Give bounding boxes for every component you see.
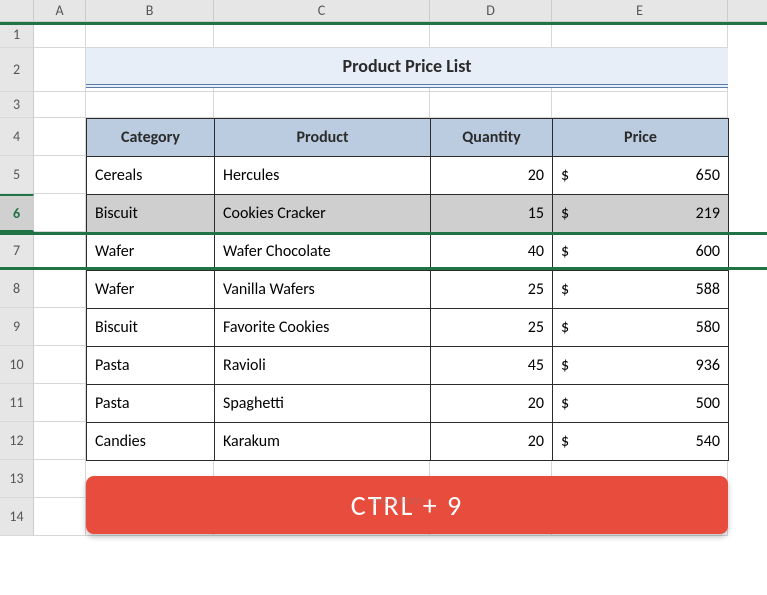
header-price[interactable]: Price [553, 119, 729, 157]
spreadsheet: ABCDE 1234567891011121314 Product Price … [0, 0, 767, 595]
cell[interactable] [34, 48, 86, 92]
row-header-8[interactable]: 8 [0, 270, 34, 308]
row-header-5[interactable]: 5 [0, 156, 34, 194]
cell-price[interactable]: $600 [553, 233, 729, 271]
cell-quantity[interactable]: 20 [431, 157, 553, 195]
cell[interactable] [34, 118, 86, 156]
cell[interactable] [34, 422, 86, 460]
cell-product[interactable]: Hercules [215, 157, 431, 195]
cell-category[interactable]: Pasta [87, 347, 215, 385]
table-row[interactable]: WaferVanilla Wafers25$588 [87, 271, 729, 309]
cell-product[interactable]: Karakum [215, 423, 431, 461]
title-bar: Product Price List [86, 48, 728, 88]
row-header-7[interactable]: 7 [0, 232, 34, 270]
row-header-14[interactable]: 14 [0, 498, 34, 536]
cell[interactable] [86, 22, 214, 48]
cell-price[interactable]: $588 [553, 271, 729, 309]
cell-product[interactable]: Ravioli [215, 347, 431, 385]
cell[interactable] [34, 194, 86, 232]
header-product[interactable]: Product [215, 119, 431, 157]
cell-category[interactable]: Wafer [87, 233, 215, 271]
header-quantity[interactable]: Quantity [431, 119, 553, 157]
cell-category[interactable]: Candies [87, 423, 215, 461]
cell[interactable] [552, 92, 728, 118]
col-header-c[interactable]: C [214, 0, 430, 21]
cell[interactable] [34, 270, 86, 308]
table-row[interactable]: CandiesKarakum20$540 [87, 423, 729, 461]
row-header-11[interactable]: 11 [0, 384, 34, 422]
cell[interactable] [214, 22, 430, 48]
table-row[interactable]: PastaRavioli45$936 [87, 347, 729, 385]
col-header-d[interactable]: D [430, 0, 552, 21]
cell-quantity[interactable]: 15 [431, 195, 553, 233]
header-category[interactable]: Category [87, 119, 215, 157]
cell[interactable] [430, 92, 552, 118]
cell-category[interactable]: Pasta [87, 385, 215, 423]
cell-quantity[interactable]: 25 [431, 271, 553, 309]
cell-quantity[interactable]: 20 [431, 385, 553, 423]
table-body: CerealsHercules20$650BiscuitCookies Crac… [87, 157, 729, 461]
cell-category[interactable]: Biscuit [87, 195, 215, 233]
cell-product[interactable]: Favorite Cookies [215, 309, 431, 347]
row-header-9[interactable]: 9 [0, 308, 34, 346]
shortcut-banner: CTRL + 9 [86, 476, 728, 534]
cell-product[interactable]: Vanilla Wafers [215, 271, 431, 309]
row-header-4[interactable]: 4 [0, 118, 34, 156]
cell[interactable] [34, 384, 86, 422]
cell[interactable] [34, 498, 86, 536]
cell-category[interactable]: Cereals [87, 157, 215, 195]
cell[interactable] [34, 308, 86, 346]
cell[interactable] [34, 460, 86, 498]
cell-price[interactable]: $580 [553, 309, 729, 347]
row-header-12[interactable]: 12 [0, 422, 34, 460]
col-header-e[interactable]: E [552, 0, 728, 21]
cell-price[interactable]: $936 [553, 347, 729, 385]
cell[interactable] [34, 346, 86, 384]
product-table[interactable]: Category Product Quantity Price CerealsH… [86, 118, 729, 461]
column-headers: ABCDE [0, 0, 767, 22]
cell[interactable] [430, 22, 552, 48]
cell[interactable] [34, 232, 86, 270]
title-text: Product Price List [343, 55, 472, 77]
cell-price[interactable]: $219 [553, 195, 729, 233]
table-row[interactable]: PastaSpaghetti20$500 [87, 385, 729, 423]
table-row[interactable]: WaferWafer Chocolate40$600 [87, 233, 729, 271]
cell[interactable] [552, 22, 728, 48]
row-header-2[interactable]: 2 [0, 48, 34, 92]
row-header-6[interactable]: 6 [0, 194, 34, 232]
cell-price[interactable]: $500 [553, 385, 729, 423]
col-header-b[interactable]: B [86, 0, 214, 21]
cell-product[interactable]: Wafer Chocolate [215, 233, 431, 271]
table-row[interactable]: CerealsHercules20$650 [87, 157, 729, 195]
table-header-row: Category Product Quantity Price [87, 119, 729, 157]
shortcut-label: CTRL + 9 [351, 488, 463, 523]
table-row[interactable]: BiscuitCookies Cracker15$219 [87, 195, 729, 233]
col-header-a[interactable]: A [34, 0, 86, 21]
cell-price[interactable]: $650 [553, 157, 729, 195]
column-selection-underline [0, 22, 767, 25]
row-headers: 1234567891011121314 [0, 22, 34, 536]
cell[interactable] [214, 92, 430, 118]
cell-price[interactable]: $540 [553, 423, 729, 461]
cell-quantity[interactable]: 20 [431, 423, 553, 461]
cell[interactable] [34, 92, 86, 118]
row-header-13[interactable]: 13 [0, 460, 34, 498]
cell-product[interactable]: Cookies Cracker [215, 195, 431, 233]
row-header-3[interactable]: 3 [0, 92, 34, 118]
row-header-1[interactable]: 1 [0, 22, 34, 48]
cell-quantity[interactable]: 25 [431, 309, 553, 347]
cell-quantity[interactable]: 40 [431, 233, 553, 271]
cell-category[interactable]: Wafer [87, 271, 215, 309]
row-header-10[interactable]: 10 [0, 346, 34, 384]
cell[interactable] [34, 22, 86, 48]
select-all-corner[interactable] [0, 0, 34, 22]
cell-category[interactable]: Biscuit [87, 309, 215, 347]
table-row[interactable]: BiscuitFavorite Cookies25$580 [87, 309, 729, 347]
cell-product[interactable]: Spaghetti [215, 385, 431, 423]
cell[interactable] [34, 156, 86, 194]
cell[interactable] [86, 92, 214, 118]
cell-quantity[interactable]: 45 [431, 347, 553, 385]
